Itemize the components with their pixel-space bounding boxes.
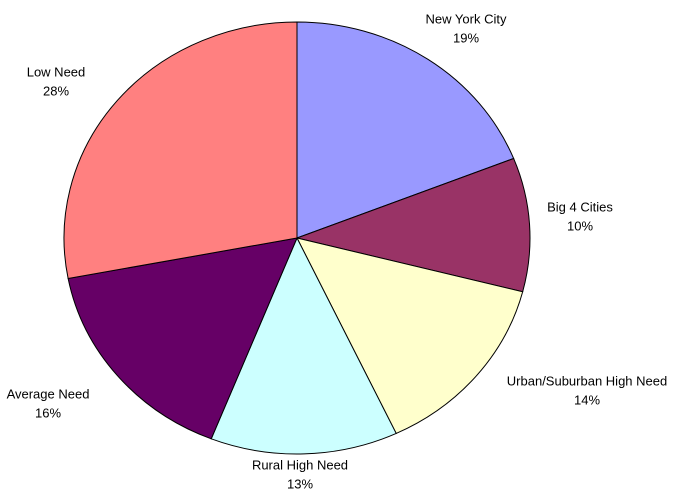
slice-label: Urban/Suburban High Need bbox=[507, 373, 667, 388]
slice-label: New York City bbox=[426, 11, 507, 26]
slice-label: Rural High Need bbox=[252, 457, 348, 472]
slice-label: Average Need bbox=[7, 386, 90, 401]
slice-value-label: 19% bbox=[453, 30, 479, 45]
slice-value-label: 16% bbox=[35, 405, 61, 420]
pie-slice bbox=[296, 237, 524, 435]
slice-value-label: 10% bbox=[567, 218, 593, 233]
pie-slice bbox=[67, 237, 298, 440]
pie-slice bbox=[295, 157, 531, 293]
slice-value-label: 28% bbox=[43, 83, 69, 98]
pie-slice bbox=[296, 21, 515, 239]
slice-label: Big 4 Cities bbox=[547, 199, 613, 214]
pie-slice bbox=[210, 236, 397, 455]
slice-value-label: 13% bbox=[287, 476, 313, 491]
slice-value-label: 14% bbox=[574, 392, 600, 407]
slice-label: Low Need bbox=[27, 64, 86, 79]
pie-slice bbox=[63, 21, 298, 280]
